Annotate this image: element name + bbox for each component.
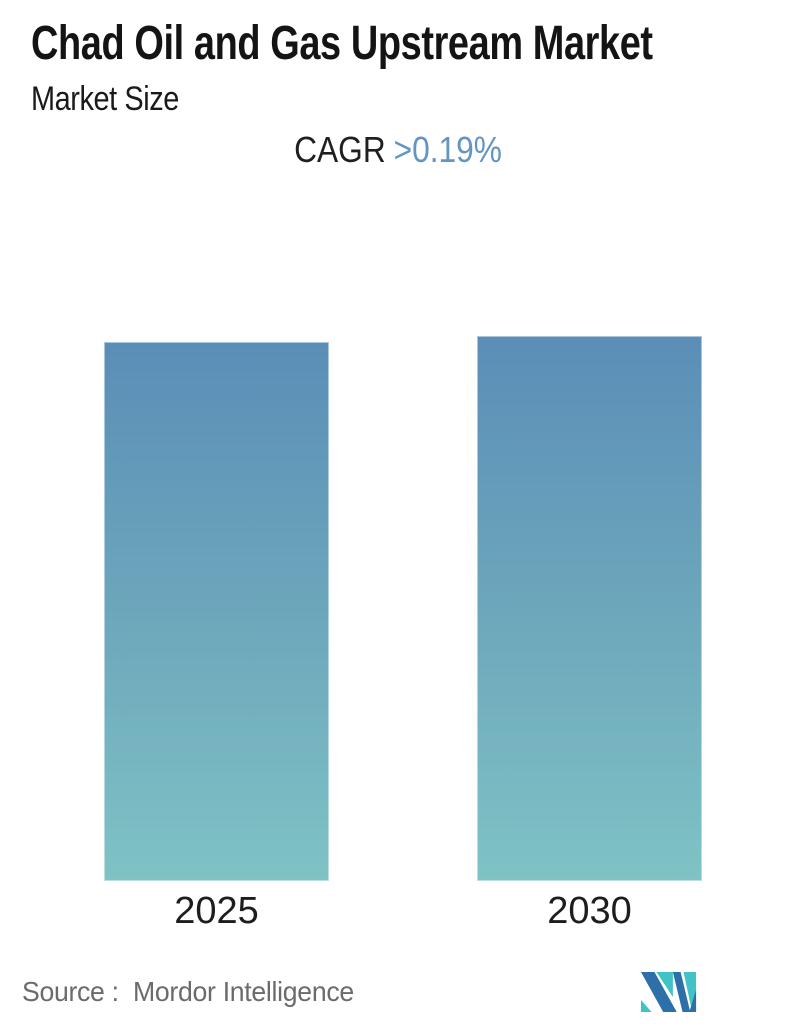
- logo-blue-middle-diagonal: [672, 972, 691, 1012]
- cagr-annotation: CAGR >0.19%: [0, 132, 796, 168]
- cagr-text: CAGR >0.19%: [294, 132, 502, 168]
- x-axis-label-2025: 2025: [174, 890, 259, 932]
- cagr-value: >0.19%: [393, 129, 502, 170]
- logo-blue-bottom-right-triangle: [689, 990, 697, 1012]
- x-axis-label-2030: 2030: [547, 890, 632, 932]
- source-value: Mordor Intelligence: [133, 976, 354, 1007]
- bar-2030: [477, 336, 702, 881]
- logo-teal-top-middle-wedge: [656, 972, 673, 997]
- cagr-label: CAGR: [294, 129, 386, 170]
- chart-subtitle: Market Size: [31, 80, 179, 118]
- chart-title: Chad Oil and Gas Upstream Market: [31, 17, 653, 70]
- source-line: Source : Mordor Intelligence: [22, 978, 354, 1006]
- logo-blue-left-diagonal: [640, 972, 677, 1012]
- bar-chart-plot-area: [104, 336, 702, 881]
- logo-teal-bottom-left-triangle: [640, 1000, 652, 1012]
- mordor-intelligence-logo: [640, 972, 697, 1012]
- bar-2025: [104, 342, 329, 881]
- source-label: Source :: [22, 976, 119, 1007]
